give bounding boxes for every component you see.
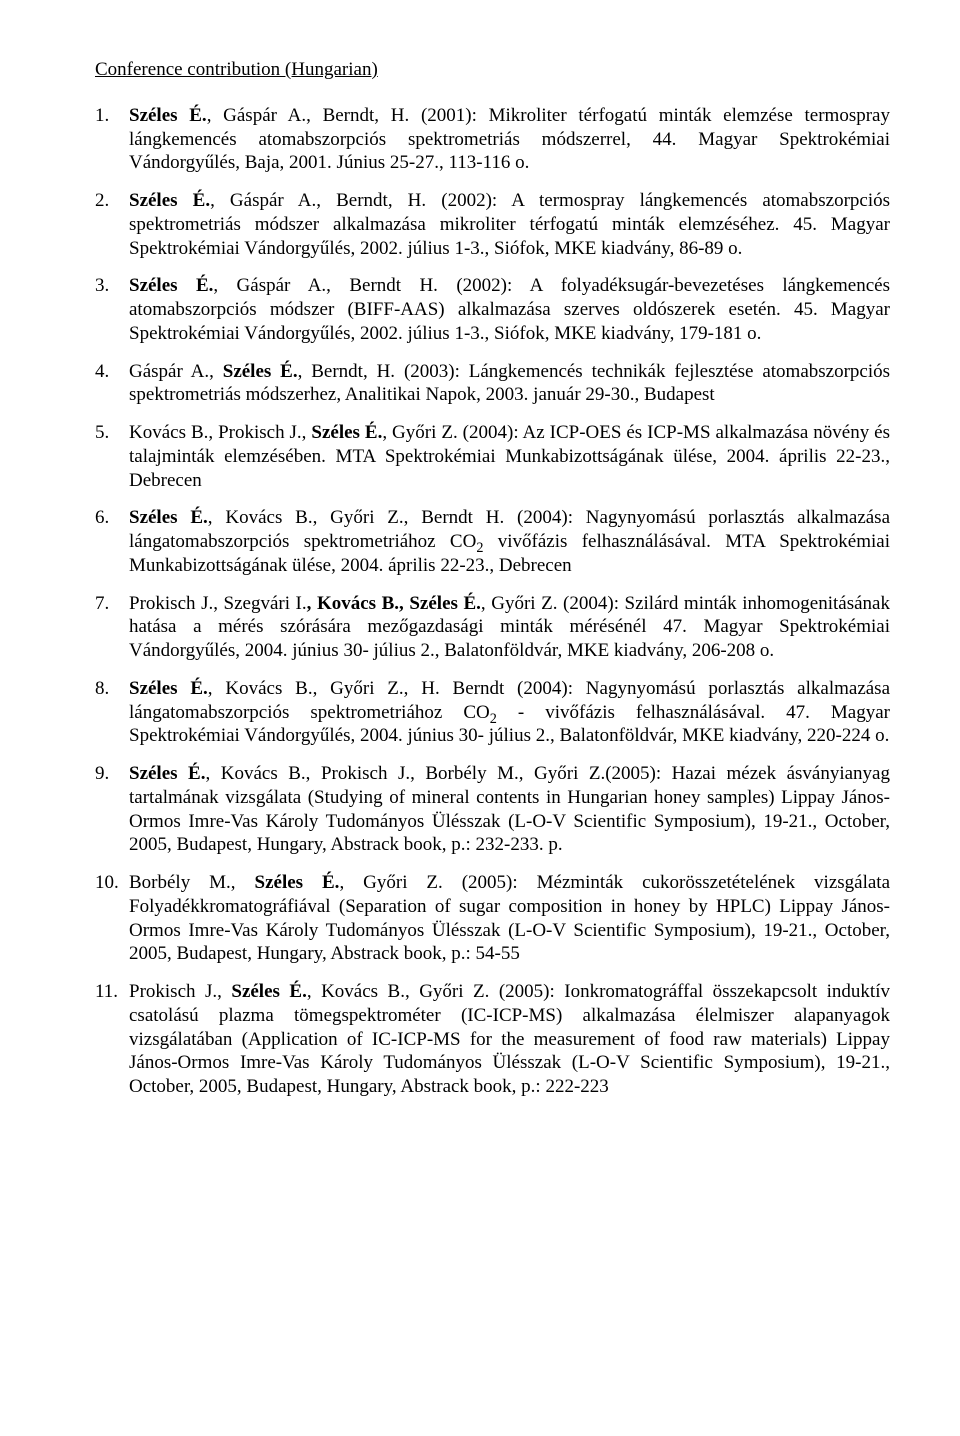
reference-item: Széles É., Gáspár A., Berndt H. (2002): … bbox=[95, 274, 890, 345]
reference-item: Széles É., Gáspár A., Berndt, H. (2002):… bbox=[95, 189, 890, 260]
reference-item: Széles É., Kovács B., Prokisch J., Borbé… bbox=[95, 762, 890, 857]
reference-item: Prokisch J., Széles É., Kovács B., Győri… bbox=[95, 980, 890, 1099]
reference-item: Borbély M., Széles É., Győri Z. (2005): … bbox=[95, 871, 890, 966]
reference-item: Gáspár A., Széles É., Berndt, H. (2003):… bbox=[95, 360, 890, 408]
reference-item: Prokisch J., Szegvári I., Kovács B., Szé… bbox=[95, 592, 890, 663]
reference-item: Kovács B., Prokisch J., Széles É., Győri… bbox=[95, 421, 890, 492]
reference-list: Széles É., Gáspár A., Berndt, H. (2001):… bbox=[95, 104, 890, 1099]
section-heading: Conference contribution (Hungarian) bbox=[95, 58, 890, 82]
reference-item: Széles É., Gáspár A., Berndt, H. (2001):… bbox=[95, 104, 890, 175]
reference-item: Széles É., Kovács B., Győri Z., H. Bernd… bbox=[95, 677, 890, 748]
reference-item: Széles É., Kovács B., Győri Z., Berndt H… bbox=[95, 506, 890, 577]
